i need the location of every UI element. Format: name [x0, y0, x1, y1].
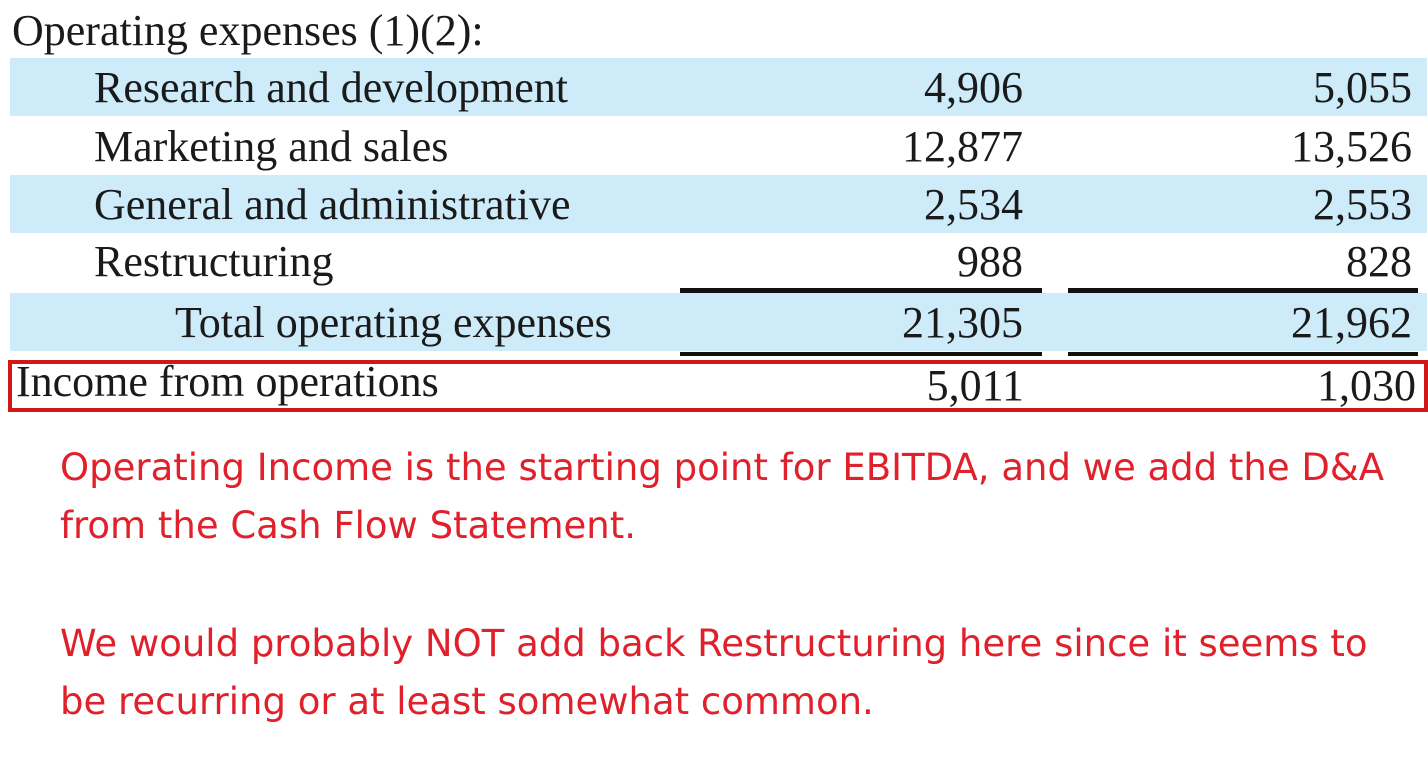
table-row-general-administrative: General and administrative 2,534 2,553: [10, 175, 1427, 233]
income-value-col1: 5,011: [926, 361, 1024, 410]
annotation-restructuring-note: We would probably NOT add back Restructu…: [60, 622, 1368, 723]
income-value-col2: 1,030: [1317, 361, 1416, 410]
row-value-col2: 13,526: [1291, 122, 1412, 171]
row-value-col1: 4,906: [924, 63, 1023, 112]
subtotal-rule-col1: [680, 288, 1042, 293]
row-value-col2: 5,055: [1313, 63, 1412, 112]
total-value-col2: 21,962: [1291, 298, 1412, 347]
income-from-operations-highlight: Income from operations 5,011 1,030: [8, 357, 1428, 412]
total-rule-col2: [1068, 352, 1418, 356]
table-row-marketing-sales: Marketing and sales 12,877 13,526: [10, 117, 1427, 175]
table-row-research-development: Research and development 4,906 5,055: [10, 58, 1427, 116]
row-value-col2: 828: [1346, 237, 1412, 286]
row-value-col2: 2,553: [1313, 180, 1412, 229]
table-row-restructuring: Restructuring 988 828: [10, 232, 1427, 290]
total-rule-col1: [680, 352, 1042, 356]
subtotal-rule-col2: [1068, 288, 1418, 293]
row-value-col1: 12,877: [902, 122, 1023, 171]
annotation-ebitda-note: Operating Income is the starting point f…: [60, 446, 1385, 547]
table-row-total-operating-expenses: Total operating expenses 21,305 21,962: [10, 293, 1427, 351]
row-label: Research and development: [94, 63, 569, 112]
section-heading: Operating expenses (1)(2):: [12, 6, 484, 55]
row-value-col1: 2,534: [924, 180, 1023, 229]
income-label: Income from operations: [16, 357, 439, 406]
row-label: Marketing and sales: [94, 122, 449, 171]
row-value-col1: 988: [957, 237, 1023, 286]
row-label: Restructuring: [94, 237, 334, 286]
total-value-col1: 21,305: [902, 298, 1023, 347]
row-label: General and administrative: [94, 180, 571, 229]
total-label: Total operating expenses: [175, 298, 612, 347]
